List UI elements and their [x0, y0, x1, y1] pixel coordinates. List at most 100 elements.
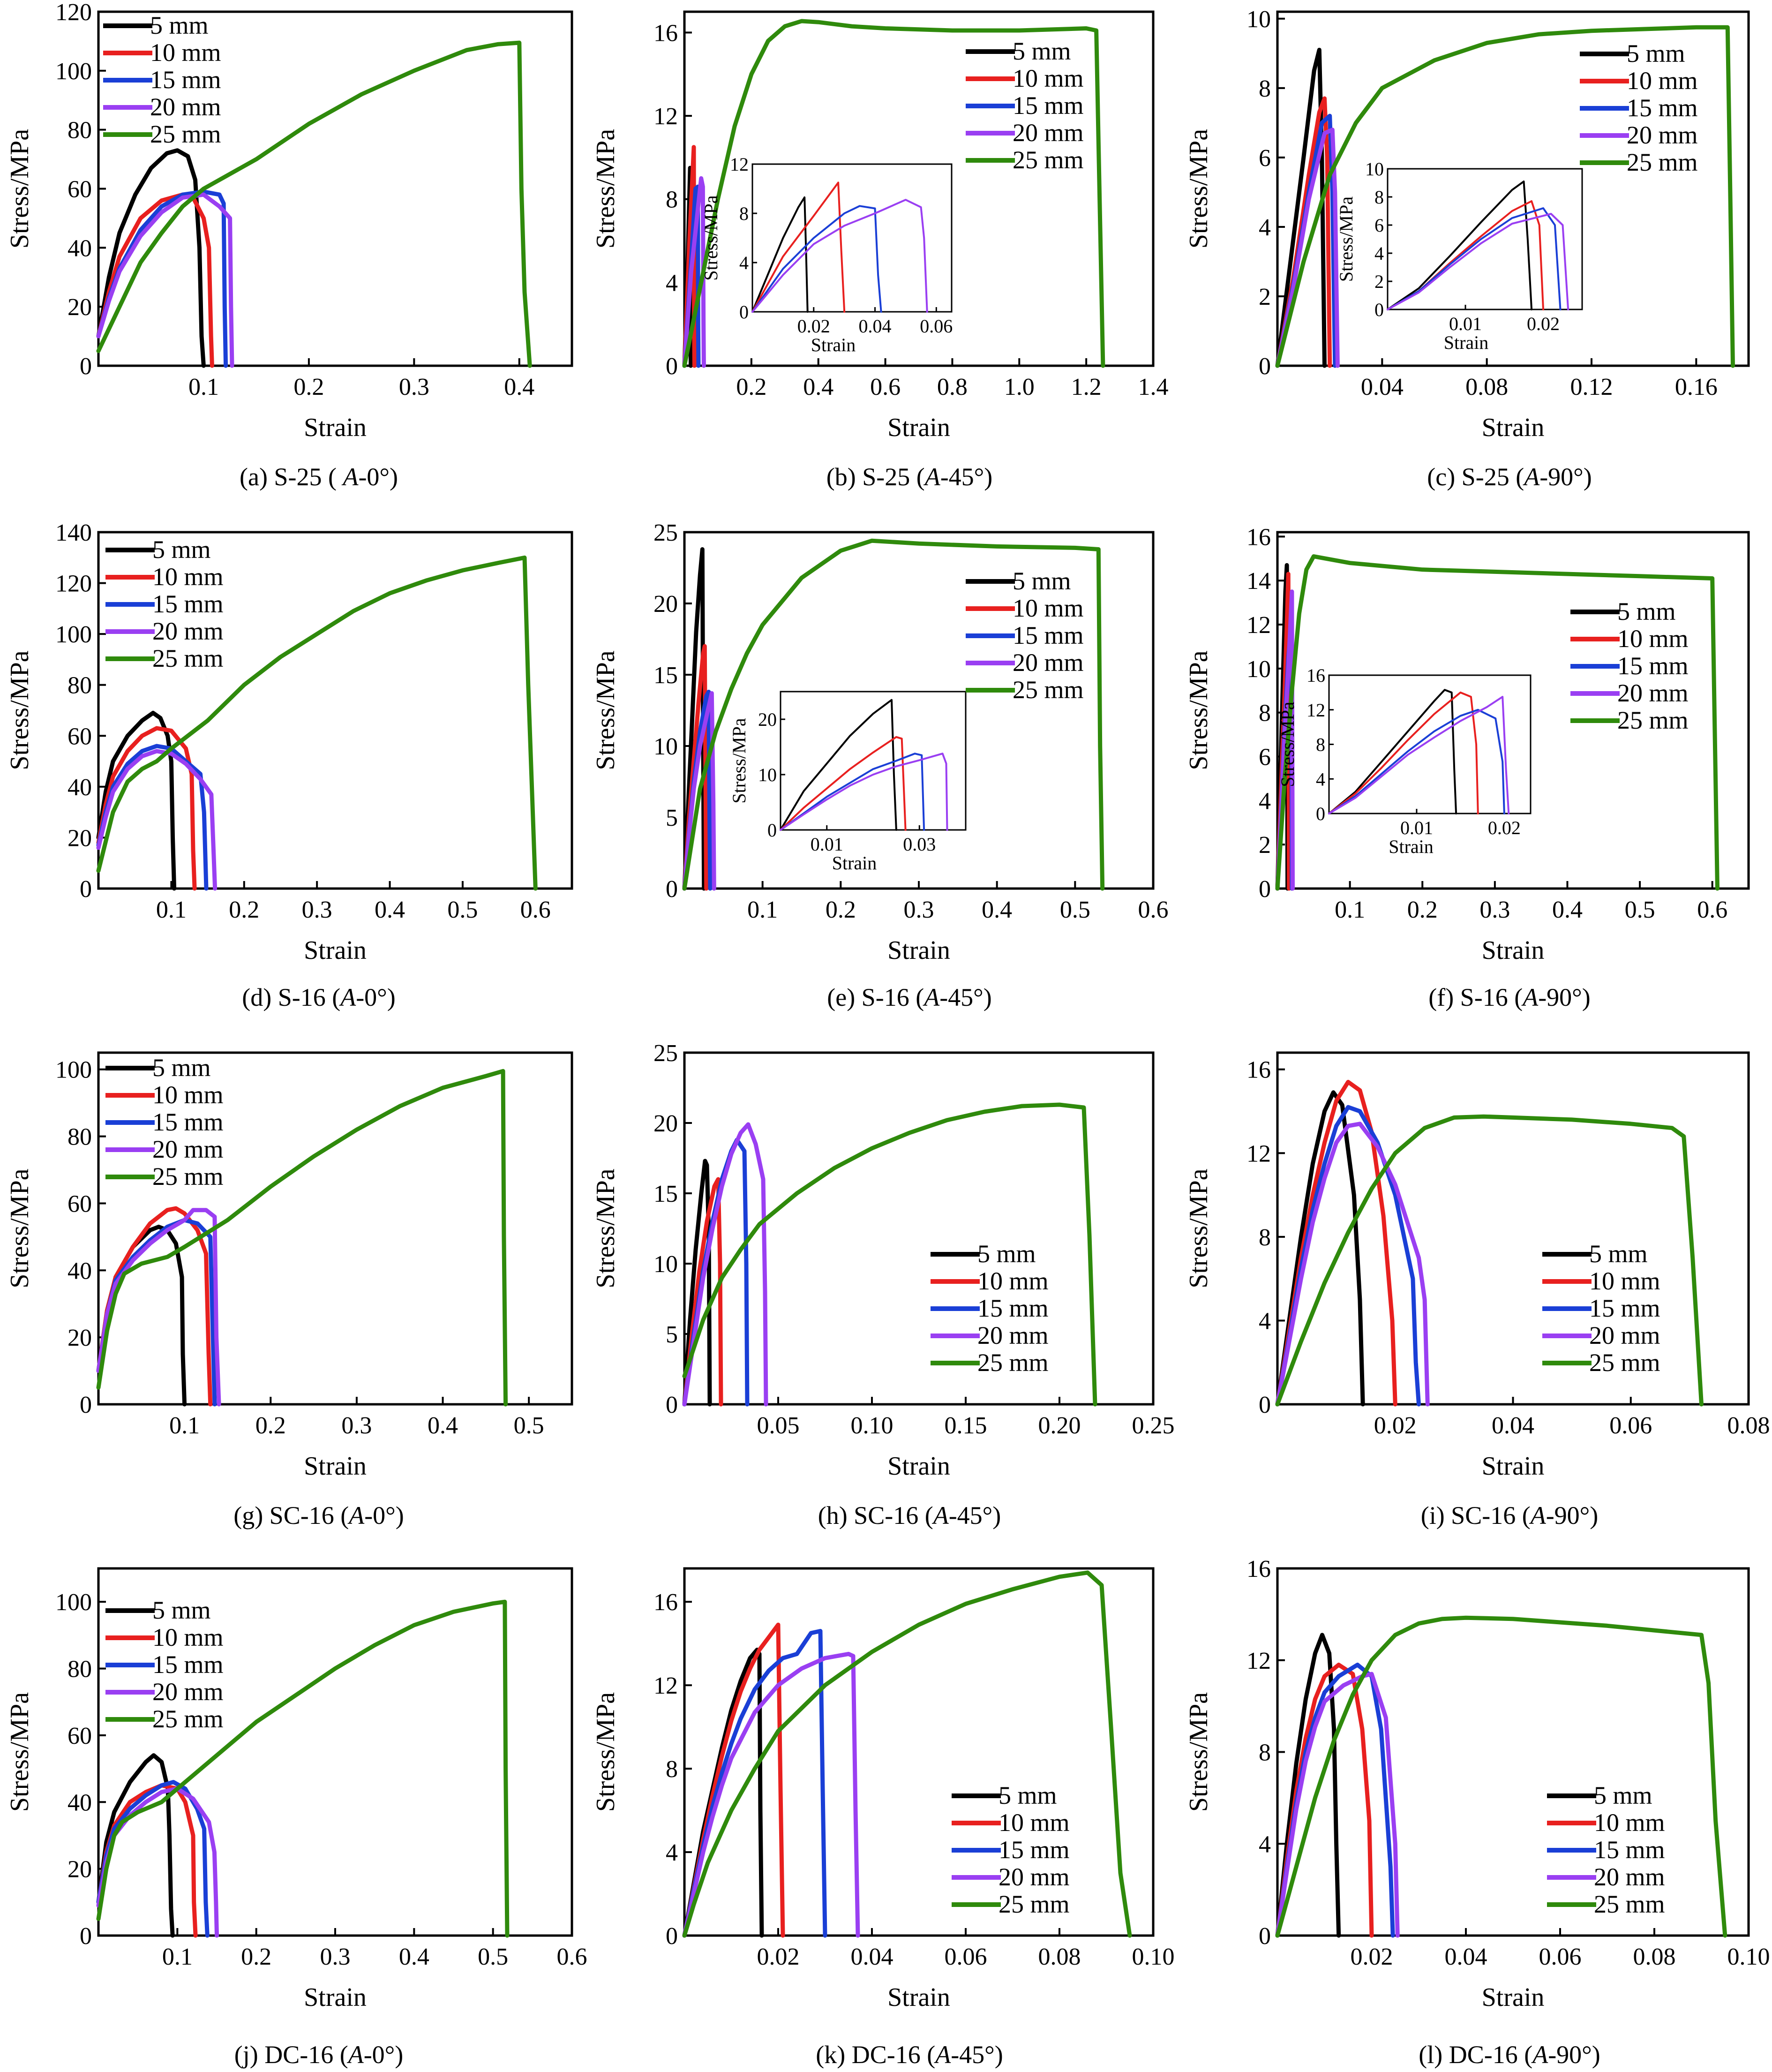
- legend-label: 10 mm: [977, 1267, 1049, 1295]
- inset-y-axis-title: Stress/MPa: [1336, 196, 1357, 282]
- legend-label: 10 mm: [1594, 1808, 1665, 1837]
- inset-series-line-10mm: [780, 736, 907, 831]
- x-tick-label: 0.1: [188, 374, 219, 400]
- y-tick-label: 8: [1259, 1224, 1271, 1251]
- legend-label: 5 mm: [1013, 37, 1071, 65]
- x-axis-title: Strain: [1482, 936, 1545, 965]
- x-tick-label: 0.04: [1492, 1412, 1534, 1439]
- x-tick-label: 0.2: [241, 1944, 271, 1970]
- series-line-25mm: [96, 1069, 508, 1407]
- series-line-15mm: [96, 1218, 217, 1407]
- x-tick-label: 0.2: [293, 374, 324, 400]
- x-tick-label: 0.06: [1539, 1944, 1582, 1970]
- legend-label: 5 mm: [152, 1054, 211, 1082]
- inset-chart: 0.01 0.02 0 2 4 6 8 10 Strain Stress/MPa: [1336, 158, 1583, 353]
- series-line-25mm: [96, 40, 532, 368]
- inset-y-tick-label: 12: [730, 154, 749, 175]
- y-tick-label: 8: [666, 1756, 678, 1783]
- y-tick-label: 15: [653, 662, 678, 689]
- legend-label: 15 mm: [1627, 94, 1698, 122]
- series-line-25mm: [682, 1570, 1132, 1938]
- y-axis-title: Stress/MPa: [5, 650, 34, 770]
- x-tick-label: 0.2: [736, 374, 766, 400]
- x-tick-label: 0.15: [945, 1412, 987, 1439]
- series-line-25mm: [1275, 25, 1735, 368]
- inset-y-tick-label: 4: [1374, 243, 1384, 264]
- inset-chart: 0.02 0.04 0.06 0 4 8 12 Strain Stress/MPa: [700, 154, 953, 355]
- panel-caption: (j) DC-16 (A-0°): [234, 2041, 404, 2069]
- y-tick-label: 20: [68, 294, 92, 321]
- series-line-25mm: [1275, 554, 1719, 891]
- panel-caption: (f) S-16 (A-90°): [1428, 983, 1591, 1011]
- y-tick-label: 25: [653, 520, 678, 546]
- x-tick-label: 0.1: [747, 897, 778, 923]
- inset-series-line-10mm: [1328, 691, 1479, 814]
- panel-caption: (k) DC-16 (A-45°): [816, 2041, 1003, 2069]
- legend-label: 15 mm: [999, 1836, 1070, 1864]
- plot-frame: [683, 10, 1155, 367]
- x-tick-label: 0.5: [1060, 897, 1090, 923]
- series-line-25mm: [682, 538, 1105, 891]
- legend-label: 25 mm: [977, 1349, 1049, 1377]
- legend-label: 5 mm: [1013, 567, 1071, 595]
- y-axis-title: Stress/MPa: [5, 1168, 34, 1288]
- legend-label: 10 mm: [1013, 594, 1084, 622]
- inset-series-line-5mm: [751, 196, 809, 313]
- legend-label: 20 mm: [152, 617, 224, 645]
- y-axis-title: Stress/MPa: [1184, 1692, 1213, 1812]
- inset-y-tick-label: 4: [1316, 769, 1325, 790]
- series-line-5mm: [1275, 47, 1327, 368]
- inset-series-line-20mm: [780, 753, 948, 831]
- x-axis-title: Strain: [304, 1983, 367, 2012]
- y-tick-label: 4: [666, 270, 678, 296]
- legend-label: 15 mm: [977, 1294, 1049, 1322]
- legend-label: 10 mm: [150, 38, 221, 67]
- panel-caption: (g) SC-16 (A-0°): [233, 1501, 404, 1530]
- y-tick-label: 60: [68, 723, 92, 750]
- y-tick-label: 0: [666, 876, 678, 903]
- inset-y-tick-label: 0: [1374, 299, 1384, 320]
- legend-label: 25 mm: [1594, 1890, 1665, 1918]
- y-tick-label: 0: [80, 1923, 92, 1950]
- chart-panel-c: 0.04 0.08 0.12 0.160246810StrainStress/MPa0…: [1184, 6, 1750, 491]
- legend-label: 25 mm: [1627, 148, 1698, 176]
- x-tick-label: 0.6: [520, 897, 551, 923]
- legend-label: 20 mm: [1594, 1863, 1665, 1891]
- x-tick-label: 0.08: [1633, 1944, 1676, 1970]
- series-line-25mm: [96, 555, 538, 891]
- y-tick-label: 15: [653, 1181, 678, 1207]
- y-tick-label: 4: [1259, 1308, 1271, 1334]
- y-tick-label: 2: [1259, 284, 1271, 310]
- chart-panel-d: 0.1 0.2 0.3 0.4 0.5 0.6 0 20 40 60 80 100 120 140 Stra…: [5, 520, 573, 1011]
- plot-frame: [1276, 10, 1750, 367]
- legend-label: 20 mm: [150, 93, 221, 121]
- x-tick-label: 0.3: [341, 1412, 372, 1439]
- y-axis-title: Stress/MPa: [5, 1692, 34, 1812]
- legend-label: 25 mm: [1013, 676, 1084, 704]
- x-tick-label: 0.2: [826, 897, 856, 923]
- inset-y-tick-label: 0: [739, 301, 749, 323]
- x-axis-title: Strain: [304, 413, 367, 442]
- chart-panel-a: 0.1 0.2 0.3 0.4 0 20 40 60 80 100 120 Strain Stress/…: [5, 0, 573, 491]
- legend-label: 15 mm: [152, 1650, 224, 1679]
- x-tick-label: 0.2: [1407, 897, 1438, 923]
- series-line-20mm: [682, 1651, 860, 1938]
- inset-y-tick-label: 12: [1306, 700, 1325, 721]
- series-line-20mm: [1275, 128, 1340, 368]
- panel-caption: (d) S-16 (A-0°): [242, 983, 396, 1011]
- inset-series-line-5mm: [1387, 181, 1533, 310]
- inset-frame: [1387, 168, 1583, 310]
- x-tick-label: 0.20: [1038, 1412, 1081, 1439]
- x-tick-label: 0.4: [399, 1944, 429, 1970]
- legend-label: 20 mm: [1013, 119, 1084, 147]
- inset-x-axis-title: Strain: [1389, 836, 1434, 857]
- x-axis-title: Strain: [887, 1983, 950, 2012]
- x-tick-label: 0.4: [803, 374, 833, 400]
- legend-label: 20 mm: [1617, 679, 1689, 707]
